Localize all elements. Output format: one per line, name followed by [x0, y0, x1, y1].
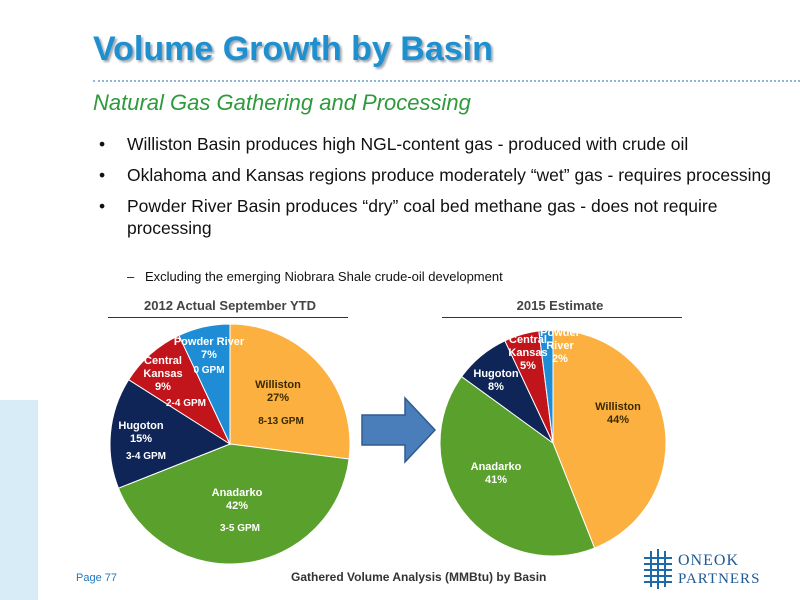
- bullet-item: Williston Basin produces high NGL-conten…: [97, 133, 777, 155]
- pie-chart-2012: Williston 27% 8-13 GPM Anadarko 42% 3-5 GPM Hu…: [109, 323, 351, 565]
- gpm-label-anadarko: 3-5 GPM: [220, 523, 260, 534]
- bullet-item: Oklahoma and Kansas regions produce mode…: [97, 164, 777, 186]
- pie-chart-2015: Williston 44% Anadarko 41% Hugoton 8%Central K…: [439, 327, 667, 557]
- bullet-item: Powder River Basin produces “dry” coal b…: [97, 195, 777, 239]
- pie-slice-anadarko: [117, 443, 350, 565]
- logo-line-1: ONEOK: [678, 552, 739, 569]
- pie-slice-hugoton: [109, 379, 232, 489]
- slice-label-hugoton: Hugoton 8%: [473, 368, 518, 393]
- slice-label-williston: Williston 27%: [255, 379, 301, 404]
- pie-slice-powder-river: [178, 323, 231, 445]
- oneok-logo-icon: [644, 549, 672, 589]
- slice-label-williston: Williston 44%: [595, 401, 641, 426]
- sub-bullet-text: Excluding the emerging Niobrara Shale cr…: [145, 269, 503, 284]
- gpm-label-central-kansas: 2-4 GPM: [166, 398, 206, 409]
- slice-label-central-kansas: Central Kansas 9%: [143, 355, 182, 393]
- chart-title-rule-2015: [442, 317, 682, 318]
- slice-label-central-kansas: Central Kansas 5%: [508, 334, 547, 372]
- slice-label-powder-river: Powder River 7%: [174, 336, 245, 361]
- sub-bullet-dash: –: [127, 269, 135, 284]
- pie-slice-williston: [229, 323, 351, 460]
- gpm-label-powder-river: 0 GPM: [193, 365, 224, 376]
- chart-title-2015: 2015 Estimate: [516, 298, 604, 313]
- slice-label-anadarko: Anadarko 42%: [212, 487, 263, 512]
- chart-title-2012: 2012 Actual September YTD: [144, 298, 316, 313]
- slice-label-hugoton: Hugoton 15%: [118, 420, 163, 445]
- slide-subtitle: Natural Gas Gathering and Processing: [93, 90, 471, 115]
- pie-slice-williston: [552, 329, 667, 549]
- slice-label-anadarko: Anadarko 41%: [471, 461, 522, 486]
- sub-bullet: – Excluding the emerging Niobrara Shale c…: [127, 269, 503, 284]
- logo-line-2: PARTNERS: [678, 571, 761, 587]
- slide-title: Volume Growth by Basin: [93, 30, 493, 68]
- bullet-list: Williston Basin produces high NGL-conten…: [97, 133, 777, 248]
- pie-slice-anadarko: [439, 375, 596, 557]
- left-accent-bar-top: [0, 0, 38, 400]
- oneok-partners-logo: ONEOK PARTNERS: [640, 547, 790, 591]
- gpm-label-williston: 8-13 GPM: [258, 416, 304, 427]
- slice-label-powder-river: Powder River 2%: [540, 327, 580, 365]
- title-divider: [93, 80, 800, 82]
- left-accent-bar-bottom: [0, 400, 38, 600]
- pie-slice-powder-river: [538, 329, 554, 444]
- chart-caption: Gathered Volume Analysis (MMBtu) by Basi…: [291, 570, 547, 584]
- right-arrow-icon: [361, 396, 437, 464]
- gpm-label-hugoton: 3-4 GPM: [126, 451, 166, 462]
- chart-title-rule-2012: [108, 317, 348, 318]
- page-number: Page 77: [76, 572, 117, 584]
